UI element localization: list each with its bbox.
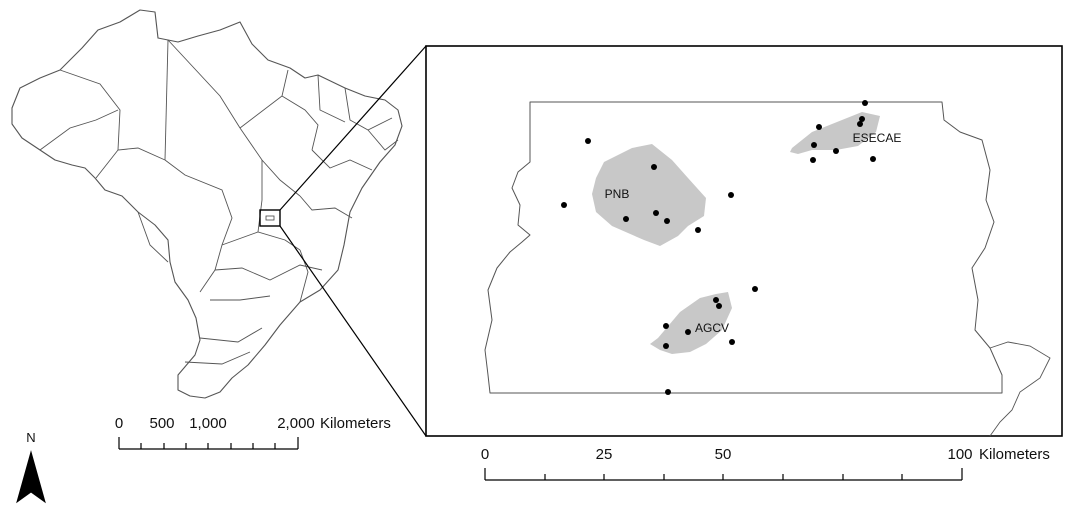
sample-point: [695, 227, 701, 233]
sample-point: [651, 164, 657, 170]
overview-scale-tick-1000: 1,000: [189, 415, 227, 432]
inset-scale-unit: Kilometers: [979, 446, 1050, 463]
overview-scale-tick-2000: 2,000: [277, 415, 315, 432]
sample-point: [585, 138, 591, 144]
sample-point: [713, 297, 719, 303]
sample-point: [810, 157, 816, 163]
sample-point: [664, 218, 670, 224]
inset-frame: [425, 45, 1063, 437]
brazil-outline: [11, 9, 403, 399]
sample-point: [685, 329, 691, 335]
inset-scale-tick-50: 50: [715, 446, 732, 463]
overview-scale-unit: Kilometers: [320, 415, 391, 432]
inset-scale-tick-0: 0: [481, 446, 489, 463]
sample-point: [870, 156, 876, 162]
sample-point: [728, 192, 734, 198]
sample-point: [561, 202, 567, 208]
inset-scale-tick-25: 25: [596, 446, 613, 463]
sample-point: [859, 116, 865, 122]
study-area-locator-box: [259, 209, 281, 227]
north-arrow-label: N: [26, 430, 35, 445]
area-label-esecae: ESECAE: [853, 131, 902, 145]
sample-point: [857, 121, 863, 127]
protected-area-agcv: [650, 292, 732, 354]
sample-point: [623, 216, 629, 222]
sample-point: [729, 339, 735, 345]
overview-scale-bar: [118, 437, 299, 450]
sample-point: [663, 343, 669, 349]
sample-point: [752, 286, 758, 292]
sample-point: [653, 210, 659, 216]
inset-scale-labels: 0 25 50 100 Kilometers: [481, 446, 1050, 463]
neighbor-border: [989, 341, 1051, 437]
area-label-pnb: PNB: [605, 187, 630, 201]
protected-area-pnb: [592, 144, 706, 246]
north-arrow: N: [16, 430, 46, 504]
sample-point: [811, 142, 817, 148]
overview-scale-tick-500: 500: [149, 415, 174, 432]
overview-scale-tick-0: 0: [115, 415, 123, 432]
sample-point: [833, 148, 839, 154]
inset-scale-tick-100: 100: [947, 446, 972, 463]
sample-point: [816, 124, 822, 130]
study-area-shape: [265, 215, 275, 221]
overview-scale-labels: 0 500 1,000 2,000 Kilometers: [115, 415, 391, 432]
sample-point: [862, 100, 868, 106]
sample-point: [663, 323, 669, 329]
inset-scale-bar: [484, 468, 963, 481]
zoom-connector-lines: [279, 45, 427, 437]
sample-point: [716, 303, 722, 309]
inset-map: PNB ESECAE AGCV: [425, 45, 1063, 437]
sample-point: [665, 389, 671, 395]
area-label-agcv: AGCV: [695, 321, 729, 335]
north-arrow-icon: [16, 450, 46, 504]
overview-map: [11, 9, 403, 399]
sample-points: [561, 100, 876, 395]
region-outline: [484, 101, 1003, 394]
